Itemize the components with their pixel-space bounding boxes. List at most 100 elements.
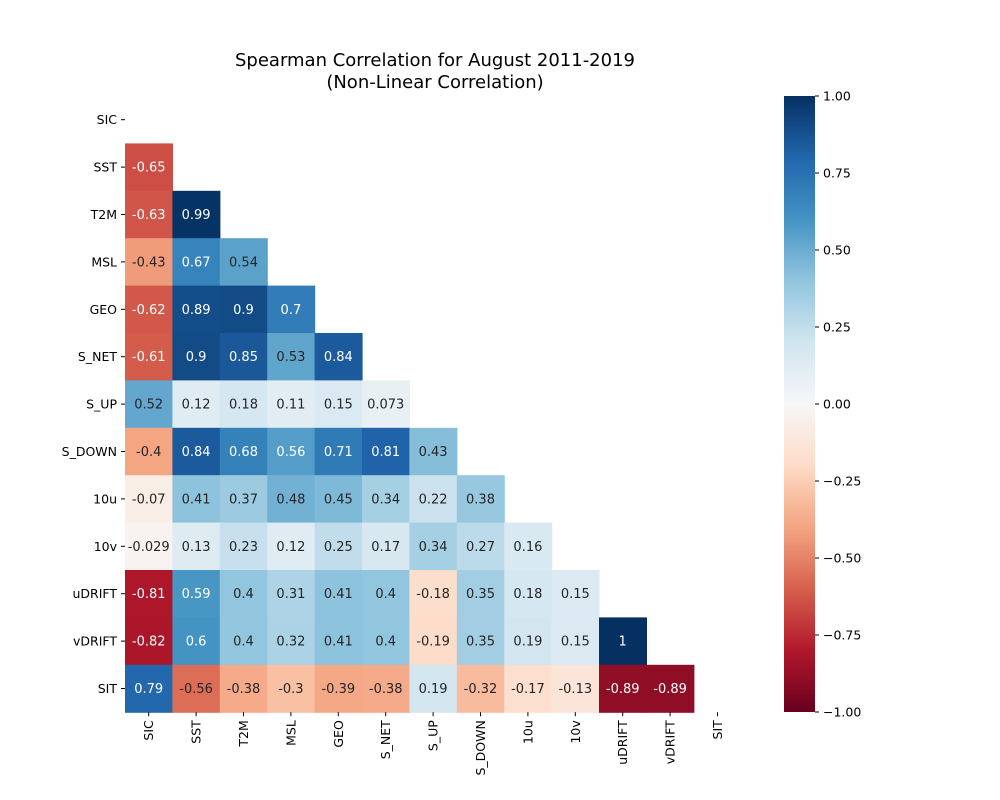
- heatmap-cell: [551, 570, 600, 618]
- cell-value-label: 0.67: [182, 255, 211, 270]
- cell-value-label: 0.52: [134, 398, 163, 413]
- heatmap-cell: [172, 333, 221, 381]
- heatmap-cell: [219, 380, 268, 429]
- heatmap-cell: [219, 522, 268, 571]
- cell-value-label: 0.13: [182, 540, 211, 555]
- cell-value-label: 0.84: [182, 445, 211, 460]
- cell-value-label: 0.23: [229, 540, 258, 555]
- y-tick-label: 10u: [93, 491, 117, 506]
- heatmap-cell: [172, 664, 221, 713]
- x-tick-label: SIT: [710, 720, 725, 740]
- heatmap-cell: [456, 664, 505, 713]
- y-tick-label: S_UP: [86, 397, 117, 412]
- heatmap-cell: [125, 475, 173, 524]
- heatmap-cells: -0.65 -0.63 0.99 -0.43 0.67 0.54 -0.62 0.89 0.9 0…: [125, 143, 695, 713]
- heatmap-cell: [125, 143, 173, 192]
- cell-value-label: 0.53: [276, 350, 305, 365]
- cell-value-label: 0.17: [371, 540, 400, 555]
- heatmap-cell: [219, 570, 268, 618]
- cell-value-label: 0.16: [513, 540, 542, 555]
- cell-value-label: 0.19: [419, 682, 448, 697]
- cell-value-label: 0.4: [375, 587, 396, 602]
- heatmap-cell: [409, 522, 458, 571]
- colorbar-tick-label: 0.25: [823, 320, 851, 335]
- cell-value-label: 0.34: [419, 540, 448, 555]
- heatmap-cell: [267, 427, 316, 476]
- chart-subtitle: (Non-Linear Correlation): [326, 72, 543, 93]
- cell-value-label: 0.22: [419, 492, 448, 507]
- heatmap-cell: [125, 570, 173, 618]
- heatmap-cell: [362, 427, 410, 476]
- heatmap-cell: [219, 617, 268, 666]
- heatmap-cell: [409, 475, 458, 524]
- cell-value-label: 0.48: [276, 492, 305, 507]
- heatmap-cell: [599, 617, 647, 666]
- cell-value-label: 0.11: [276, 398, 305, 413]
- heatmap-cell: [172, 238, 221, 287]
- cell-value-label: -0.19: [416, 635, 450, 650]
- heatmap-cell: [219, 475, 268, 524]
- y-tick-label: GEO: [90, 302, 118, 317]
- heatmap-cell: [314, 427, 363, 476]
- cell-value-label: -0.38: [369, 682, 403, 697]
- cell-value-label: -0.38: [227, 682, 261, 697]
- y-tick-label: uDRIFT: [72, 586, 117, 601]
- cell-value-label: 0.99: [182, 208, 211, 223]
- heatmap-cell: [125, 522, 173, 571]
- cell-value-label: -0.81: [132, 587, 166, 602]
- heatmap-cell: [125, 238, 173, 287]
- heatmap-cell: [456, 522, 505, 571]
- x-tick-label: S_DOWN: [473, 720, 488, 775]
- cell-value-label: -0.56: [179, 682, 213, 697]
- heatmap-cell: [409, 617, 458, 666]
- cell-value-label: 0.18: [513, 587, 542, 602]
- heatmap-cell: [267, 475, 316, 524]
- x-tick-label: SST: [189, 720, 204, 744]
- heatmap-cell: [267, 522, 316, 571]
- colorbar-tick-label: 0.50: [823, 243, 851, 258]
- heatmap-cell: [362, 475, 410, 524]
- chart-title: Spearman Correlation for August 2011-201…: [235, 50, 635, 71]
- heatmap-cell: [314, 664, 363, 713]
- heatmap-cell: [172, 570, 221, 618]
- heatmap-cell: [172, 475, 221, 524]
- heatmap-cell: [314, 380, 363, 429]
- cell-value-label: 0.38: [466, 492, 495, 507]
- colorbar-tick-label: −0.50: [823, 551, 861, 566]
- cell-value-label: -0.89: [653, 682, 687, 697]
- cell-value-label: -0.4: [136, 445, 161, 460]
- y-tick-label: 10v: [94, 539, 118, 554]
- cell-value-label: -0.61: [132, 350, 166, 365]
- colorbar-ticks: 1.00 0.75 0.50 0.25 0.00 −0.25 −0.50 −0.75 −1.00: [815, 89, 861, 720]
- cell-value-label: 0.59: [182, 587, 211, 602]
- y-tick-label: T2M: [90, 207, 117, 222]
- cell-value-label: -0.62: [132, 303, 166, 318]
- cell-value-label: 0.15: [561, 587, 590, 602]
- heatmap-cell: [551, 617, 600, 666]
- heatmap-cell: [172, 427, 221, 476]
- x-tick-label: SIC: [141, 720, 156, 741]
- colorbar-tick-label: 0.00: [823, 397, 851, 412]
- cell-value-label: 0.15: [561, 635, 590, 650]
- heatmap-cell: [219, 333, 268, 381]
- colorbar: [784, 96, 815, 712]
- cell-value-label: 0.15: [324, 398, 353, 413]
- heatmap-cell: [267, 333, 316, 381]
- heatmap-cell: [125, 333, 173, 381]
- heatmap-cell: [409, 664, 458, 713]
- x-tick-label: MSL: [283, 720, 298, 746]
- heatmap-cell: [504, 570, 553, 618]
- cell-value-label: 0.9: [186, 350, 207, 365]
- heatmap-cell: [125, 427, 173, 476]
- cell-value-label: -0.43: [132, 255, 166, 270]
- heatmap-cell: [362, 522, 410, 571]
- cell-value-label: 0.18: [229, 398, 258, 413]
- cell-value-label: -0.3: [278, 682, 303, 697]
- x-tick-label: GEO: [331, 720, 346, 748]
- y-tick-label: S_NET: [78, 349, 117, 364]
- cell-value-label: 0.4: [233, 587, 254, 602]
- heatmap-cell: [362, 617, 410, 666]
- heatmap-cell: [125, 190, 173, 239]
- cell-value-label: 0.19: [513, 635, 542, 650]
